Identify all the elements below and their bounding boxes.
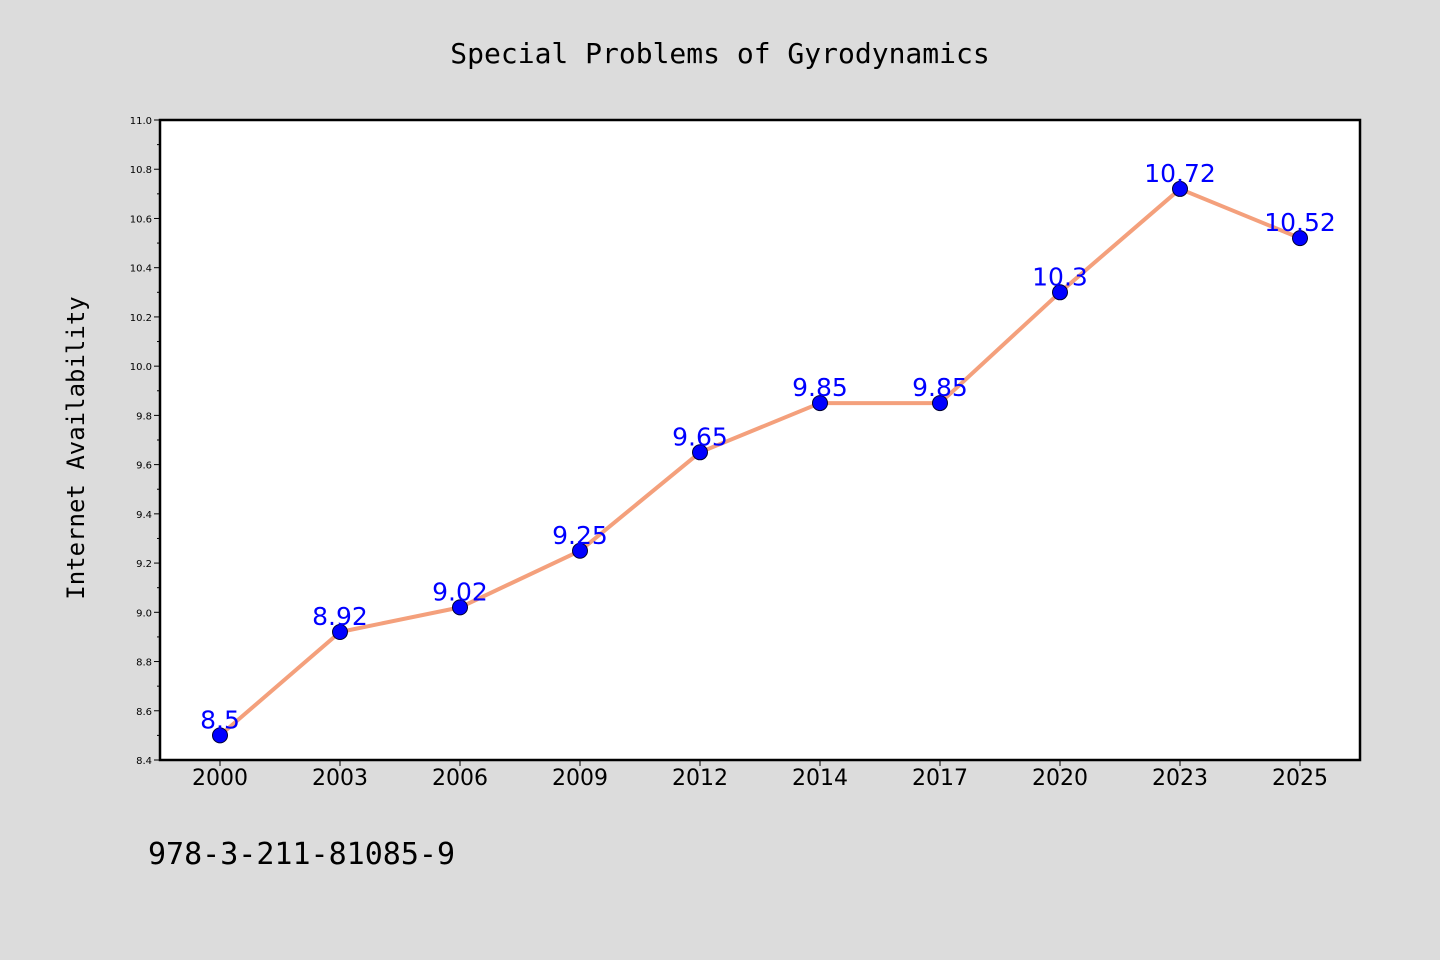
x-tick-label: 2025 [1272, 766, 1328, 791]
y-tick-label: 8.4 [136, 756, 152, 767]
series-line [218, 186, 1302, 738]
data-label: 10.72 [1144, 159, 1216, 188]
y-tick-label: 8.6 [136, 707, 152, 718]
y-tick-label: 11.0 [130, 116, 152, 127]
data-label: 8.5 [200, 705, 240, 734]
x-tick-label: 2017 [912, 766, 968, 791]
y-tick-label: 10.8 [130, 165, 152, 176]
y-tick-label: 10.4 [130, 264, 152, 275]
data-label: 9.02 [432, 577, 488, 606]
data-point [452, 599, 468, 616]
y-tick-label: 9.0 [136, 608, 152, 619]
data-label: 10.3 [1032, 262, 1088, 291]
data-point [1172, 180, 1188, 197]
y-axis-ticks: 8.4 8.6 8.8 9.0 9.2 9.4 9.6 9.8 10.0 10.2 10.4 10.6… [130, 116, 160, 767]
y-tick-label: 9.6 [136, 461, 152, 472]
data-label: 9.65 [672, 422, 728, 451]
data-markers [212, 180, 1308, 744]
x-tick-label: 2006 [432, 766, 488, 791]
data-point [1052, 284, 1068, 301]
y-tick-label: 8.8 [136, 658, 152, 669]
plot-area [158, 118, 1362, 762]
y-tick-label: 9.4 [136, 510, 152, 521]
data-point [1292, 230, 1308, 247]
data-label: 9.25 [552, 521, 608, 550]
x-tick-label: 2000 [192, 766, 248, 791]
data-label: 8.92 [312, 602, 368, 631]
data-label: 10.52 [1264, 208, 1336, 237]
data-point [692, 444, 708, 461]
data-point [212, 727, 228, 744]
isbn-text: 978-3-211-81085-9 [148, 837, 455, 872]
y-tick-label: 10.6 [130, 214, 152, 225]
x-tick-label: 2003 [312, 766, 368, 791]
chart-title: Special Problems of Gyrodynamics [450, 37, 989, 70]
data-label: 9.85 [792, 373, 848, 402]
x-tick-label: 2009 [552, 766, 608, 791]
y-tick-label: 10.2 [130, 313, 152, 324]
x-tick-label: 2012 [672, 766, 728, 791]
y-tick-label: 9.2 [136, 559, 152, 570]
x-tick-label: 2020 [1032, 766, 1088, 791]
data-point [332, 624, 348, 640]
data-point [572, 542, 588, 559]
data-labels: 8.5 8.92 9.02 9.25 9.65 9.85 9.85 10.3 10.72 10.5… [200, 159, 1336, 734]
y-tick-label: 10.0 [130, 362, 152, 373]
x-tick-label: 2014 [792, 766, 848, 791]
data-point [812, 395, 828, 412]
data-point [932, 395, 948, 412]
series-line-group [218, 186, 1302, 738]
x-tick-label: 2023 [1152, 766, 1208, 791]
data-label: 9.85 [912, 373, 968, 402]
x-axis-ticks: 2000 2003 2006 2009 2012 2014 2017 2020 2023 2025 [192, 760, 1328, 791]
y-axis-label: Internet Availability [62, 296, 90, 599]
y-tick-label: 9.8 [136, 411, 152, 422]
